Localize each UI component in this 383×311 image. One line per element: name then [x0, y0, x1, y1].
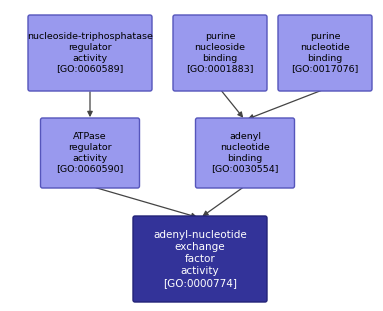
Text: purine
nucleoside
binding
[GO:0001883]: purine nucleoside binding [GO:0001883]	[186, 32, 254, 74]
Text: adenyl-nucleotide
exchange
factor
activity
[GO:0000774]: adenyl-nucleotide exchange factor activi…	[153, 230, 247, 288]
FancyBboxPatch shape	[41, 118, 139, 188]
FancyBboxPatch shape	[173, 15, 267, 91]
FancyBboxPatch shape	[133, 216, 267, 302]
FancyBboxPatch shape	[278, 15, 372, 91]
FancyBboxPatch shape	[28, 15, 152, 91]
Text: adenyl
nucleotide
binding
[GO:0030554]: adenyl nucleotide binding [GO:0030554]	[211, 132, 279, 174]
Text: nucleoside-triphosphatase
regulator
activity
[GO:0060589]: nucleoside-triphosphatase regulator acti…	[27, 32, 153, 74]
FancyBboxPatch shape	[195, 118, 295, 188]
Text: ATPase
regulator
activity
[GO:0060590]: ATPase regulator activity [GO:0060590]	[56, 132, 124, 174]
Text: purine
nucleotide
binding
[GO:0017076]: purine nucleotide binding [GO:0017076]	[291, 32, 359, 74]
